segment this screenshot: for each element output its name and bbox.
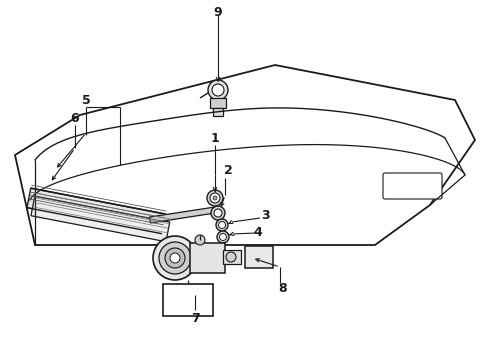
Circle shape [159, 242, 191, 274]
Circle shape [216, 219, 228, 231]
Bar [223, 250, 241, 264]
Text: 9: 9 [214, 5, 222, 18]
Circle shape [211, 206, 225, 220]
Circle shape [210, 193, 220, 203]
Circle shape [219, 221, 225, 229]
Polygon shape [31, 196, 170, 242]
Circle shape [213, 196, 217, 200]
FancyBboxPatch shape [383, 173, 442, 199]
Bar [163, 284, 213, 316]
Circle shape [170, 253, 180, 263]
Polygon shape [149, 207, 216, 223]
Circle shape [220, 234, 226, 240]
Circle shape [212, 84, 224, 96]
Text: 3: 3 [261, 208, 270, 221]
Text: 2: 2 [223, 163, 232, 176]
Circle shape [195, 235, 205, 245]
Polygon shape [27, 188, 166, 234]
Circle shape [217, 231, 229, 243]
Circle shape [226, 252, 236, 262]
Bar [190, 243, 225, 273]
Text: 1: 1 [211, 131, 220, 144]
Bar [210, 98, 226, 108]
Circle shape [208, 80, 228, 100]
Text: 7: 7 [191, 311, 199, 324]
Polygon shape [15, 65, 475, 245]
Text: 6: 6 [71, 112, 79, 125]
Text: 8: 8 [279, 282, 287, 294]
Circle shape [207, 190, 223, 206]
Text: 5: 5 [82, 94, 90, 107]
Circle shape [214, 209, 222, 217]
Bar [213, 108, 223, 116]
Text: 4: 4 [254, 225, 262, 239]
Circle shape [165, 248, 185, 268]
Bar [245, 246, 273, 268]
Circle shape [153, 236, 197, 280]
